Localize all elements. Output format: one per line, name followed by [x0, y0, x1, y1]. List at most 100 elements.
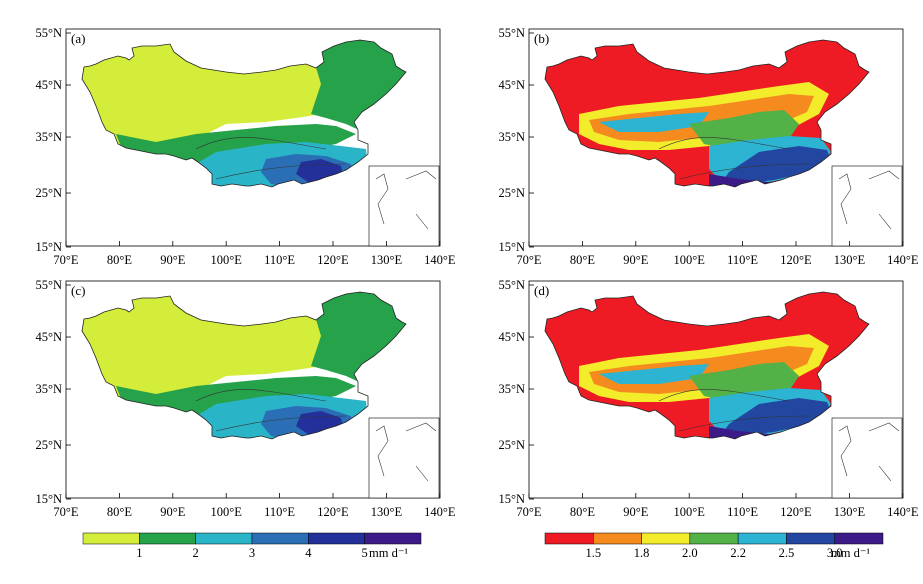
lon-tick-label: 130°E	[371, 505, 403, 519]
map-frame	[65, 280, 441, 499]
lon-tick-label: 130°E	[371, 253, 403, 267]
colorbar-swatch	[364, 532, 422, 545]
colorbar-label: 2.5	[779, 546, 795, 560]
colorbar-swatch	[308, 532, 365, 545]
river-line	[678, 415, 810, 432]
inset-coastline	[375, 170, 437, 230]
precip-field	[545, 292, 869, 439]
lon-tick-label: 80°E	[570, 253, 595, 267]
lon-tick-label: 140°E	[887, 505, 919, 519]
colorbar-swatch	[689, 532, 739, 545]
precip-field	[82, 292, 406, 439]
river-line	[195, 137, 327, 150]
colorbar-label: 2	[193, 546, 199, 560]
colorbar-swatch	[82, 532, 140, 545]
map-panel-3: 70°E 80°E 90°E 100°E 110°E 120°E 130°E 140°E 55°…	[35, 278, 455, 519]
lon-tick-label: 130°E	[834, 253, 866, 267]
colorbar-label: 3.0	[827, 546, 843, 560]
lat-tick-label: 55°N	[35, 26, 62, 40]
panel-label: (a)	[71, 31, 85, 46]
lat-tick-label: 45°N	[35, 330, 62, 344]
lon-tick-label: 100°E	[211, 253, 243, 267]
lat-tick-label: 15°N	[498, 240, 525, 254]
lat-tick-label: 45°N	[35, 78, 62, 92]
map-frame	[65, 28, 441, 247]
lat-tick-label: 55°N	[498, 26, 525, 40]
panel-label: (c)	[71, 283, 85, 298]
panel-label: (d)	[534, 283, 549, 298]
lon-tick-label: 110°E	[264, 505, 295, 519]
lon-tick-label: 110°E	[264, 253, 295, 267]
lon-tick-label: 110°E	[727, 253, 758, 267]
colorbar-right: 1.5 1.8 2.0 2.2 2.5 3.0mm d⁻¹	[544, 532, 884, 560]
panel-label: (b)	[534, 31, 549, 46]
lat-tick-label: 45°N	[498, 330, 525, 344]
lat-tick-label: 35°N	[498, 130, 525, 144]
colorbar-label: 4	[305, 546, 312, 560]
colorbar-label: 5	[362, 546, 368, 560]
lat-tick-label: 55°N	[498, 278, 525, 292]
precip-field	[545, 40, 869, 187]
colorbar-swatch	[544, 532, 594, 545]
lon-tick-label: 90°E	[623, 253, 648, 267]
south-china-sea-inset	[831, 165, 903, 247]
inset-coastline	[838, 170, 900, 230]
colorbar-label: 2.2	[730, 546, 746, 560]
lon-tick-label: 140°E	[424, 505, 456, 519]
map-frame	[528, 280, 904, 499]
map-panel-1: 70°E 80°E 90°E 100°E 110°E 120°E 130°E 140°E 55°…	[35, 26, 455, 267]
colorbar-swatch	[786, 532, 835, 545]
lon-tick-label: 100°E	[674, 253, 706, 267]
colorbar-swatch	[834, 532, 884, 545]
south-china-sea-inset	[368, 417, 440, 499]
river-line	[678, 163, 810, 180]
lon-tick-label: 120°E	[317, 505, 349, 519]
colorbar-swatch	[195, 532, 253, 545]
colorbar-unit: mm d⁻¹	[369, 546, 408, 560]
colorbar-swatch	[251, 532, 309, 545]
lon-tick-label: 140°E	[424, 253, 456, 267]
inset-coastline	[375, 422, 437, 482]
river-line	[215, 163, 347, 180]
map-frame	[528, 28, 904, 247]
lat-tick-label: 35°N	[35, 382, 62, 396]
lon-tick-label: 130°E	[834, 505, 866, 519]
river-line	[215, 415, 347, 432]
river-line	[658, 137, 790, 150]
lon-tick-label: 70°E	[516, 505, 541, 519]
colorbar-swatch	[737, 532, 787, 545]
lat-tick-label: 15°N	[498, 492, 525, 506]
river-line	[195, 389, 327, 402]
precip-field	[82, 40, 406, 187]
lon-tick-label: 90°E	[160, 253, 185, 267]
lat-tick-label: 25°N	[35, 186, 62, 200]
colorbar-swatch	[593, 532, 642, 545]
lat-tick-label: 15°N	[35, 492, 62, 506]
lat-tick-label: 45°N	[498, 78, 525, 92]
lon-tick-label: 120°E	[317, 253, 349, 267]
lon-tick-label: 70°E	[53, 253, 78, 267]
lat-tick-label: 25°N	[35, 438, 62, 452]
map-panel-2: 70°E 80°E 90°E 100°E 110°E 120°E 130°E 140°E 55°…	[498, 26, 918, 267]
lat-tick-label: 25°N	[498, 186, 525, 200]
colorbar-swatch	[641, 532, 691, 545]
south-china-sea-inset	[368, 165, 440, 247]
colorbar-left: 1 2 3 4 5 mm d⁻¹	[82, 532, 422, 560]
lon-tick-label: 100°E	[211, 505, 243, 519]
lon-tick-label: 70°E	[53, 505, 78, 519]
colorbar-label: 1	[136, 546, 142, 560]
inset-coastline	[838, 422, 900, 482]
lat-tick-label: 15°N	[35, 240, 62, 254]
lon-tick-label: 120°E	[780, 505, 812, 519]
south-china-sea-inset	[831, 417, 903, 499]
colorbar-swatch	[139, 532, 196, 545]
lon-tick-label: 90°E	[160, 505, 185, 519]
lon-tick-label: 70°E	[516, 253, 541, 267]
lon-tick-label: 80°E	[107, 253, 132, 267]
lon-tick-label: 120°E	[780, 253, 812, 267]
colorbar-label: 3	[249, 546, 255, 560]
colorbar-label: 1.8	[634, 546, 650, 560]
river-line	[658, 389, 790, 402]
lon-tick-label: 110°E	[727, 505, 758, 519]
lon-tick-label: 100°E	[674, 505, 706, 519]
